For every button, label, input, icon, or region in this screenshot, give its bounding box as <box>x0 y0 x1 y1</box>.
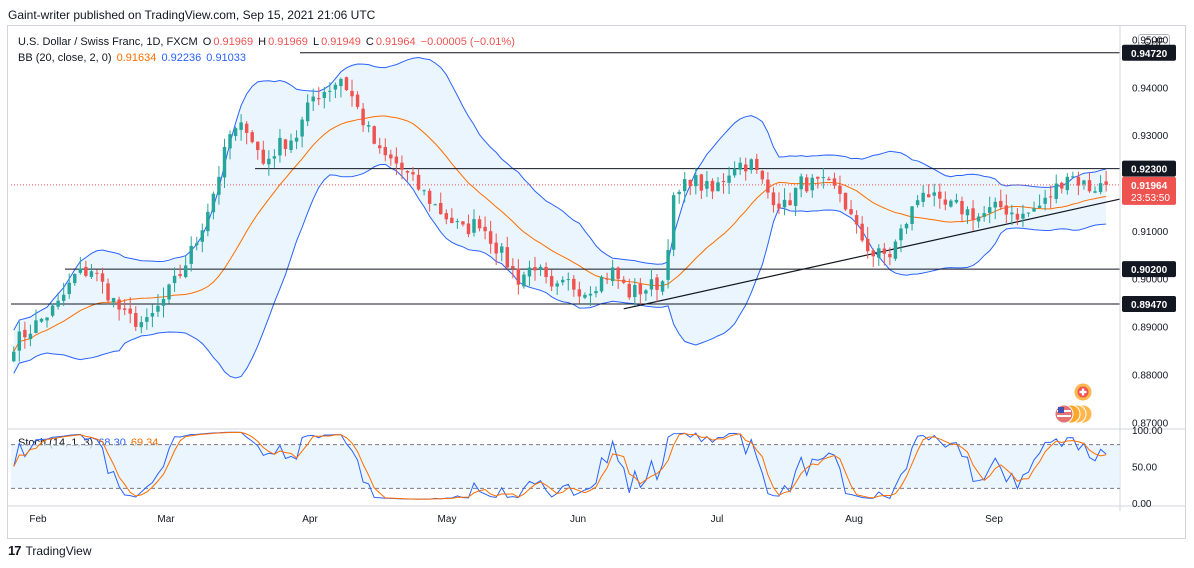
footer: 17 TradingView <box>8 543 92 558</box>
bb-legend: BB (20, close, 2, 0) 0.91634 0.92236 0.9… <box>18 52 248 64</box>
c-label: C <box>365 36 374 48</box>
bb-basis-value: 0.91634 <box>116 52 157 64</box>
stoch-label: Stoch (14, 1, 3) <box>18 437 94 449</box>
close-value: 0.91964 <box>375 36 416 48</box>
bb-lower-value: 0.91033 <box>206 52 247 64</box>
stoch-k-value: 68.30 <box>98 437 126 449</box>
open-value: 0.91969 <box>213 36 254 48</box>
low-value: 0.91949 <box>321 36 361 48</box>
h-label: H <box>258 36 267 48</box>
l-label: L <box>312 36 320 48</box>
chart-frame <box>7 25 1186 539</box>
high-value: 0.91969 <box>268 36 308 48</box>
footer-brand: TradingView <box>25 543 92 558</box>
o-label: O <box>202 36 212 48</box>
stoch-legend: Stoch (14, 1, 3) 68.30 69.34 <box>18 437 160 449</box>
tradingview-logo-icon: 17 <box>8 543 22 558</box>
bb-upper-value: 0.92236 <box>161 52 202 64</box>
bb-label: BB (20, close, 2, 0) <box>18 52 112 64</box>
symbol-label: U.S. Dollar / Swiss Franc, 1D, FXCM <box>18 36 198 48</box>
stoch-d-value: 69.34 <box>130 437 159 449</box>
main-legend: U.S. Dollar / Swiss Franc, 1D, FXCM O 0.9… <box>18 36 517 48</box>
publisher-header: Gaint-writer published on TradingView.co… <box>8 8 376 22</box>
currency-button[interactable]: CHF <box>1138 34 1170 52</box>
change-value: −0.00005 (−0.01%) <box>420 36 515 48</box>
